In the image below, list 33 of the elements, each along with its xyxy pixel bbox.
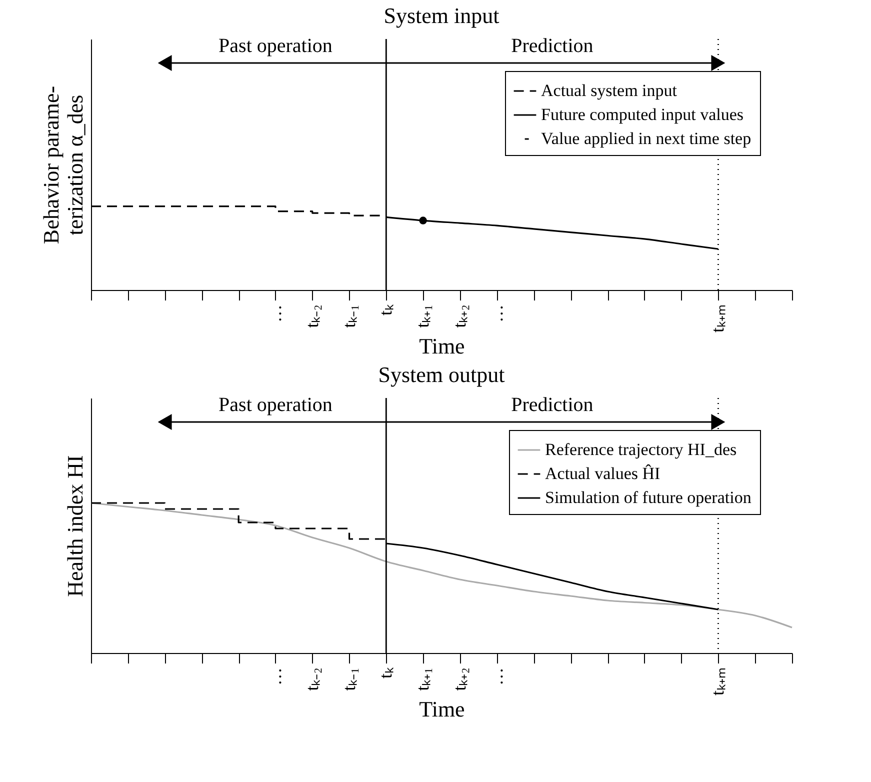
chart-title: System input — [384, 3, 500, 28]
legend-label: Simulation of future operation — [545, 488, 752, 507]
legend-label: Value applied in next time step — [541, 129, 752, 148]
x-tick-label: tₖ₊₁ — [412, 668, 433, 691]
x-axis-title: Time — [419, 334, 465, 358]
x-tick-label: … — [264, 304, 285, 322]
legend-label: Actual system input — [541, 81, 678, 100]
x-tick-label: tₖ₋₁ — [338, 304, 359, 328]
x-tick-label: … — [486, 304, 506, 322]
x-axis-title: Time — [419, 696, 465, 722]
legend-label: Actual values ĤI — [545, 464, 661, 483]
x-tick-label: tₖ — [376, 666, 396, 679]
chart-title: System output — [378, 362, 505, 387]
text: terization α_des — [62, 94, 88, 236]
x-tick-label: tₖ₊₁ — [412, 304, 433, 328]
x-tick-label: tₖ₋₁ — [338, 668, 359, 691]
legend-label: Future computed input values — [541, 105, 744, 124]
x-tick-label: … — [486, 668, 506, 686]
y-axis-title: Health index HI — [62, 455, 88, 597]
x-tick-label: tₖ₊ₘ — [708, 668, 728, 696]
text: Past operation — [218, 394, 332, 416]
x-tick-label: … — [264, 668, 285, 686]
x-tick-label: tₖ₋₂ — [302, 668, 322, 691]
text: Behavior parame- — [38, 86, 64, 244]
x-tick-label: tₖ₊₂ — [449, 304, 470, 328]
text: Past operation — [218, 35, 332, 57]
x-tick-label: tₖ₋₂ — [302, 304, 322, 328]
text: Prediction — [511, 394, 594, 416]
x-tick-label: tₖ₊ₘ — [708, 304, 728, 333]
x-tick-label: tₖ — [376, 304, 396, 316]
text: Prediction — [511, 35, 594, 57]
legend-label: Reference trajectory HI_des — [545, 440, 737, 459]
x-tick-label: tₖ₊₂ — [449, 668, 470, 691]
